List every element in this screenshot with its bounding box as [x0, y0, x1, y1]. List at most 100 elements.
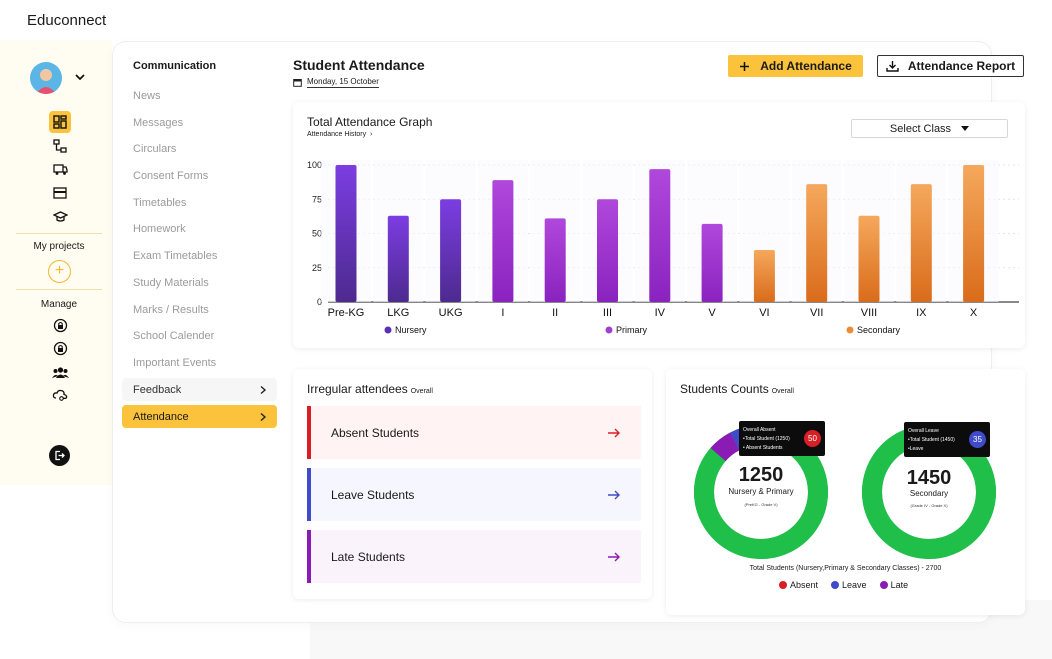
attendance-history-link[interactable]: Attendance History › — [307, 131, 373, 138]
bus-icon[interactable] — [49, 158, 71, 180]
bar-IX[interactable] — [910, 184, 932, 302]
rail-divider — [16, 289, 102, 290]
bar-UKG[interactable] — [440, 199, 462, 302]
menu-item-important-events[interactable]: Important Events — [133, 357, 217, 369]
avatar[interactable] — [30, 62, 62, 94]
total-students-text: Total Students (Nursery,Primary & Second… — [749, 565, 942, 572]
lock-icon[interactable] — [49, 337, 71, 359]
menu-item-attendance[interactable]: Attendance — [122, 405, 277, 428]
tooltip-line: •Total Student (1250) — [743, 436, 790, 442]
x-tick-label: X — [970, 307, 978, 319]
plus-icon — [740, 61, 750, 71]
logout-icon — [55, 450, 65, 461]
date-label: Monday, 15 October — [307, 77, 379, 88]
cloud-settings-icon[interactable] — [49, 384, 71, 406]
legend-dot — [879, 581, 888, 589]
menu-item-study-materials[interactable]: Study Materials — [133, 277, 209, 289]
bar-III[interactable] — [597, 199, 618, 302]
absent-tooltip: Overall Absent •Total Student (1250) • A… — [739, 421, 825, 456]
x-tick-label: I — [501, 307, 504, 319]
y-tick-label: 75 — [312, 194, 322, 204]
bar-VI[interactable] — [753, 249, 775, 302]
students-counts-title: Students Counts Overall — [680, 382, 794, 396]
menu-item-school-calender[interactable]: School Calender — [133, 330, 215, 342]
lock-refresh-icon[interactable] — [49, 314, 71, 336]
menu-item-consent-forms[interactable]: Consent Forms — [133, 170, 209, 182]
donut-2-sub: (Grade IV - Grade X) — [910, 503, 948, 508]
bar-VII[interactable] — [806, 184, 828, 302]
menu-item-exam-timetables[interactable]: Exam Timetables — [133, 250, 218, 262]
legend-label: Primary — [616, 325, 647, 335]
menu-item-news[interactable]: News — [133, 90, 161, 102]
menu-item-circulars[interactable]: Circulars — [133, 143, 177, 155]
absent-students-label: Absent Students — [331, 425, 420, 440]
donut-2-label: Secondary — [909, 489, 949, 498]
legend-dot — [384, 326, 392, 334]
y-tick-label: 100 — [307, 160, 322, 170]
overall-qualifier: Overall — [771, 388, 794, 395]
leave-count-badge: 35 — [969, 431, 986, 448]
legend-dot — [779, 581, 787, 589]
attendance-report-button[interactable]: Attendance Report — [877, 55, 1024, 77]
leave-students-row[interactable]: Leave Students — [307, 468, 641, 521]
logout-button[interactable] — [49, 445, 70, 466]
add-project-button[interactable]: + — [48, 260, 71, 283]
x-tick-label: IX — [916, 307, 927, 319]
users-icon[interactable] — [49, 361, 71, 383]
legend-label: Nursery — [395, 325, 427, 335]
tooltip-line: Overall Leave — [908, 428, 939, 434]
menu-item-feedback[interactable]: Feedback — [122, 378, 277, 401]
bar-VIII[interactable] — [858, 215, 880, 302]
late-students-label: Late Students — [331, 549, 406, 564]
menu-item-feedback-label: Feedback — [133, 383, 182, 396]
chevron-right-icon — [260, 412, 267, 421]
irregular-attendees-title: Irregular attendees Overall — [307, 382, 433, 396]
select-class-label: Select Class — [889, 122, 952, 135]
arrow-right-icon — [608, 490, 620, 499]
manage-label: Manage — [40, 299, 78, 310]
bar-Pre-KG[interactable] — [335, 165, 357, 302]
arrow-right-icon — [608, 552, 620, 561]
my-projects-label: My projects — [33, 241, 85, 252]
y-tick-label: 25 — [312, 263, 322, 273]
bar-II[interactable] — [544, 218, 566, 302]
students-counts-card — [666, 369, 1025, 615]
late-students-row[interactable]: Late Students — [307, 530, 641, 583]
tooltip-line: •Leave — [908, 446, 924, 452]
menu-item-messages[interactable]: Messages — [133, 117, 184, 129]
menu-item-marks-results[interactable]: Marks / Results — [133, 304, 209, 316]
calendar-icon — [293, 79, 302, 87]
y-tick-label: 50 — [312, 229, 322, 239]
students-counts-heading: Students Counts — [680, 382, 769, 396]
legend-late: Late — [879, 580, 908, 590]
bar-X[interactable] — [963, 165, 985, 302]
menu-heading: Communication — [133, 60, 217, 72]
menu-item-timetables[interactable]: Timetables — [133, 197, 187, 209]
bar-IV[interactable] — [649, 169, 671, 302]
y-tick-label: 0 — [317, 297, 322, 307]
add-attendance-label: Add Attendance — [760, 59, 852, 73]
overall-qualifier: Overall — [410, 388, 433, 395]
legend-dot — [846, 326, 854, 334]
legend-dot — [831, 581, 840, 589]
x-tick-label: Pre-KG — [328, 307, 365, 319]
dashboard-icon[interactable] — [49, 111, 71, 133]
x-tick-label: III — [603, 307, 612, 319]
menu-item-homework[interactable]: Homework — [133, 223, 186, 235]
add-attendance-button[interactable]: Add Attendance — [728, 55, 863, 77]
date-picker[interactable]: Monday, 15 October — [293, 77, 379, 88]
chevron-down-icon[interactable] — [73, 70, 87, 84]
absent-count-badge: 50 — [804, 430, 821, 447]
bar-V[interactable] — [701, 223, 723, 302]
legend-dot — [605, 326, 613, 334]
bar-LKG[interactable] — [387, 215, 409, 302]
graduation-cap-icon[interactable] — [49, 205, 71, 227]
select-class-dropdown[interactable]: Select Class — [851, 119, 1008, 138]
legend-absent-label: Absent — [790, 580, 819, 590]
payment-card-icon[interactable] — [49, 182, 71, 204]
absent-students-row[interactable]: Absent Students — [307, 406, 641, 459]
bar-I[interactable] — [492, 180, 514, 302]
x-tick-label: UKG — [439, 307, 463, 319]
transfer-icon[interactable] — [49, 135, 71, 157]
rail-divider — [16, 233, 102, 234]
